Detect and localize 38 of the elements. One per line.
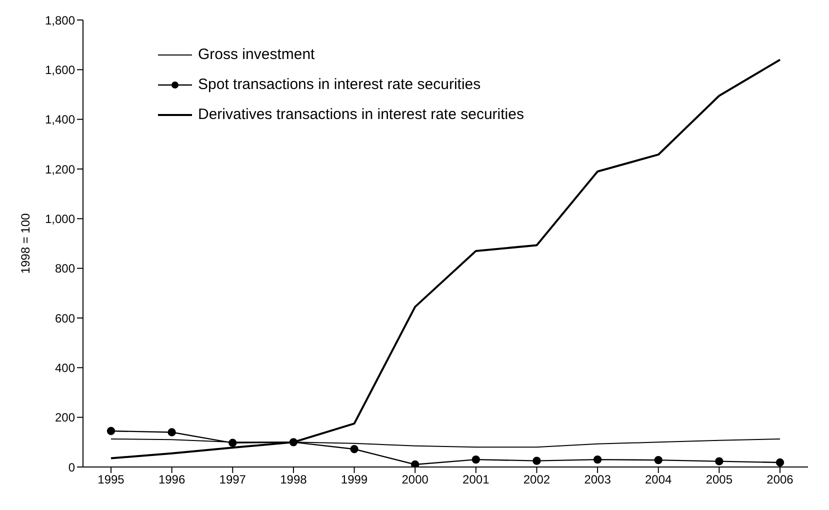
point (776, 458, 784, 467)
x-tick-label: 2003 (584, 472, 612, 487)
x-tick-label: 1999 (340, 472, 368, 487)
x-tick-label: 1997 (219, 472, 246, 487)
y-tick-label: 1,000 (44, 212, 76, 226)
y-tick-label: 600 (54, 311, 76, 326)
x-tick-label: 2004 (645, 472, 672, 487)
legend-label: Spot transactions in interest rate securities (198, 75, 481, 95)
y-tick-label: 1,200 (44, 162, 76, 176)
x-tick-label: 2001 (462, 472, 490, 487)
x-tick-label: 2002 (523, 472, 550, 487)
y-tick-label: 200 (54, 410, 76, 425)
x-tick-label: 1995 (98, 472, 125, 487)
point (472, 455, 480, 464)
point (350, 445, 358, 454)
y-tick-label: 800 (54, 262, 76, 276)
point (168, 428, 176, 436)
x-tick-label: 2006 (766, 472, 794, 487)
x-tick-label: 1996 (158, 472, 186, 487)
y-axis-title: 1998 = 100 (18, 212, 32, 274)
point (593, 455, 602, 464)
y-tick-label: 400 (54, 360, 76, 375)
point (410, 460, 420, 467)
y-tick-label: 1,400 (44, 112, 76, 127)
point (106, 426, 116, 436)
legend-label: Derivatives transactions in interest rate securities (198, 105, 524, 125)
x-tick-label: 2000 (402, 472, 429, 487)
point (228, 438, 237, 448)
x-tick-label: 2005 (706, 472, 733, 487)
legend-label: Gross investment (198, 45, 315, 65)
y-tick-label: 1,600 (44, 62, 76, 77)
y-tick-label: 1,800 (44, 13, 76, 28)
point (654, 456, 662, 464)
point (532, 456, 541, 465)
point (715, 457, 724, 466)
x-tick-label: 1998 (280, 472, 308, 487)
point (289, 438, 298, 446)
y-tick-label: 0 (68, 460, 76, 474)
